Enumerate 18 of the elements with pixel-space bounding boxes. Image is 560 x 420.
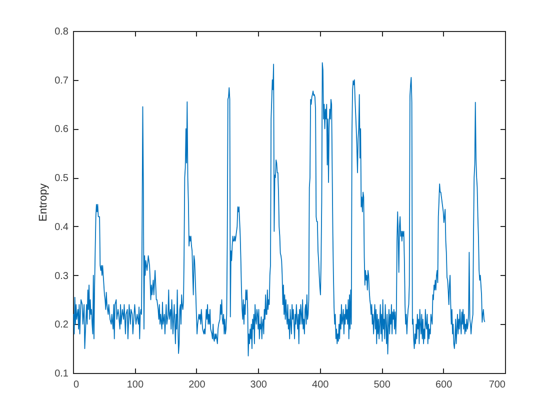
y-tick-label: 0.3 bbox=[54, 270, 69, 282]
x-tick-label: 300 bbox=[250, 380, 268, 390]
y-tick-label: 0.4 bbox=[54, 222, 69, 233]
x-tick-label: 200 bbox=[188, 380, 206, 390]
x-tick-label: 600 bbox=[435, 380, 453, 390]
x-tick-label: 500 bbox=[374, 380, 391, 390]
y-axis-title: Entropy bbox=[38, 183, 50, 222]
y-tick-label: 0.2 bbox=[54, 320, 69, 331]
x-tick-label: 400 bbox=[312, 380, 330, 390]
x-tick-label: 100 bbox=[126, 380, 144, 390]
y-tick-label: 0.6 bbox=[54, 124, 69, 136]
y-tick-label: 0.1 bbox=[54, 368, 69, 380]
x-tick-label: 700 bbox=[488, 380, 506, 390]
y-tick-label: 0.7 bbox=[54, 75, 69, 86]
line-series bbox=[73, 62, 486, 356]
y-tick-label: 0.5 bbox=[54, 173, 69, 184]
x-tick-label: 0 bbox=[74, 380, 80, 390]
y-tick-label: 0.8 bbox=[54, 26, 69, 38]
